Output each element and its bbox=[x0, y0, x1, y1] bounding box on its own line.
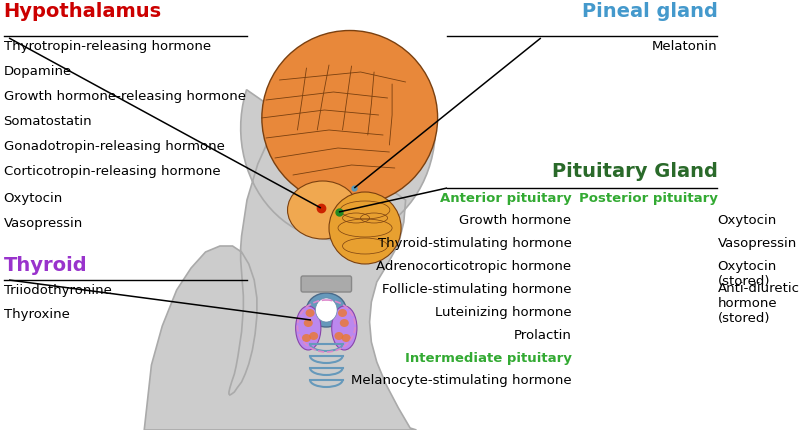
Text: Follicle-stimulating hormone: Follicle-stimulating hormone bbox=[382, 283, 571, 296]
Ellipse shape bbox=[315, 298, 337, 322]
Text: Pituitary Gland: Pituitary Gland bbox=[552, 162, 718, 181]
Ellipse shape bbox=[306, 309, 314, 317]
Text: Adrenocorticotropic hormone: Adrenocorticotropic hormone bbox=[376, 260, 571, 273]
Ellipse shape bbox=[302, 334, 311, 342]
Text: Anti-diuretic
hormone (stored): Anti-diuretic hormone (stored) bbox=[718, 282, 799, 325]
FancyBboxPatch shape bbox=[301, 276, 351, 292]
Ellipse shape bbox=[306, 293, 346, 327]
Ellipse shape bbox=[342, 334, 350, 342]
Ellipse shape bbox=[262, 31, 438, 206]
Text: Somatostatin: Somatostatin bbox=[4, 115, 92, 128]
Ellipse shape bbox=[309, 332, 318, 340]
Ellipse shape bbox=[338, 309, 347, 317]
Text: Vasopressin: Vasopressin bbox=[4, 217, 83, 230]
Ellipse shape bbox=[340, 319, 349, 327]
Text: Thyrotropin-releasing hormone: Thyrotropin-releasing hormone bbox=[4, 40, 210, 53]
Text: Growth hormone-releasing hormone: Growth hormone-releasing hormone bbox=[4, 90, 246, 103]
Text: Pineal gland: Pineal gland bbox=[582, 2, 718, 21]
Ellipse shape bbox=[296, 306, 321, 350]
Text: Melanocyte-stimulating hormone: Melanocyte-stimulating hormone bbox=[351, 374, 571, 387]
Ellipse shape bbox=[332, 306, 357, 350]
Text: Thyroxine: Thyroxine bbox=[4, 308, 70, 321]
Text: Thyroid-stimulating hormone: Thyroid-stimulating hormone bbox=[378, 237, 571, 250]
Text: Posterior pituitary: Posterior pituitary bbox=[578, 192, 718, 205]
Text: Oxytocin: Oxytocin bbox=[4, 192, 63, 205]
Text: Oxytocin (stored): Oxytocin (stored) bbox=[718, 260, 777, 288]
Text: Luteinizing hormone: Luteinizing hormone bbox=[435, 306, 571, 319]
Ellipse shape bbox=[334, 332, 343, 340]
Text: Corticotropin-releasing hormone: Corticotropin-releasing hormone bbox=[4, 165, 220, 178]
Ellipse shape bbox=[287, 181, 358, 239]
Text: Hypothalamus: Hypothalamus bbox=[4, 2, 162, 21]
Ellipse shape bbox=[329, 192, 401, 264]
Text: Gonadotropin-releasing hormone: Gonadotropin-releasing hormone bbox=[4, 140, 225, 153]
Text: Vasopressin: Vasopressin bbox=[718, 237, 797, 250]
Ellipse shape bbox=[304, 319, 313, 327]
Text: Anterior pituitary: Anterior pituitary bbox=[440, 192, 571, 205]
Text: Oxytocin: Oxytocin bbox=[718, 214, 777, 227]
Text: Triiodothyronine: Triiodothyronine bbox=[4, 284, 111, 297]
Polygon shape bbox=[144, 90, 435, 430]
Text: Prolactin: Prolactin bbox=[514, 329, 571, 342]
Text: Thyroid: Thyroid bbox=[4, 256, 87, 275]
Text: Dopamine: Dopamine bbox=[4, 65, 72, 78]
Text: Growth hormone: Growth hormone bbox=[459, 214, 571, 227]
Text: Intermediate pituitary: Intermediate pituitary bbox=[405, 352, 571, 365]
Text: Melatonin: Melatonin bbox=[652, 40, 718, 53]
